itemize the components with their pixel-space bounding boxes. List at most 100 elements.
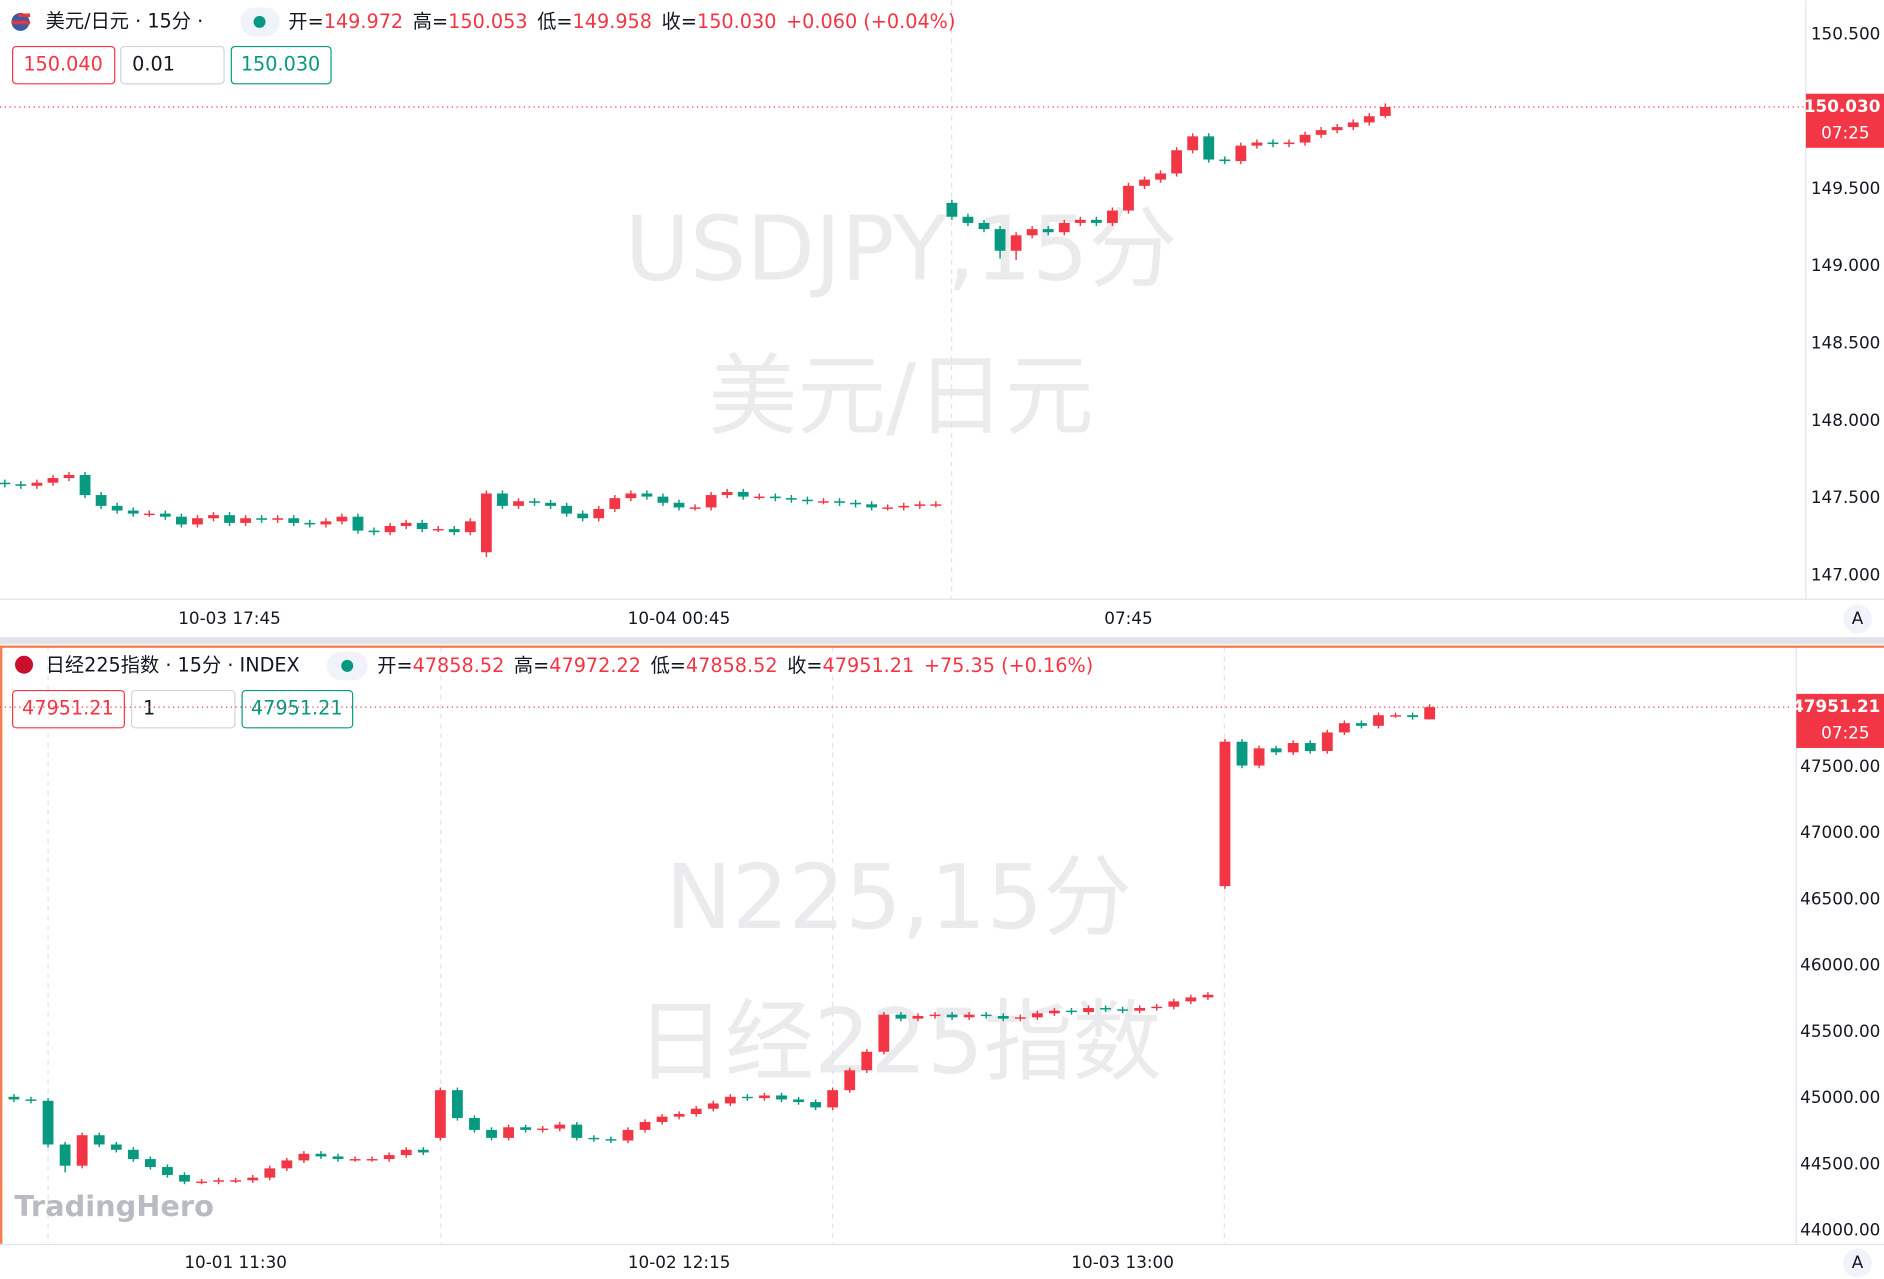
candle-body [497, 493, 508, 506]
visibility-dot [341, 659, 354, 672]
candle-body [1424, 707, 1436, 720]
ohlc-value: 47951.21 [823, 653, 915, 676]
candle-body [759, 1095, 770, 1099]
watermark: N225,15分 [665, 845, 1132, 949]
candle-body [577, 513, 589, 519]
order-button[interactable] [241, 689, 354, 729]
candle-body [1347, 122, 1359, 128]
order-button[interactable] [230, 45, 332, 85]
candle-body [785, 498, 797, 500]
y-tick-label: 46500.00 [1800, 888, 1880, 908]
candle-body [384, 525, 396, 533]
candle-body [912, 1015, 924, 1019]
candle-body [529, 501, 540, 503]
candle-body [1107, 210, 1118, 223]
candle-body [15, 484, 27, 486]
candle-body [320, 521, 332, 525]
order-button[interactable] [120, 45, 225, 85]
candle-body [1304, 743, 1316, 751]
candle-body [63, 474, 75, 479]
candle-body [416, 522, 428, 530]
candle-body [1235, 145, 1247, 162]
candle-body [753, 496, 765, 499]
candle-body [802, 499, 813, 502]
x-tick-label: 10-02 12:15 [628, 1252, 731, 1272]
candle-body [0, 482, 11, 485]
candle-body [47, 478, 59, 483]
candle-body [818, 501, 829, 503]
candle-body [503, 1127, 514, 1138]
flag-stripe [18, 13, 31, 18]
autoscale-label: A [1852, 608, 1864, 628]
y-tick-label: 147.000 [1811, 564, 1881, 584]
candle-body [1219, 741, 1231, 887]
candle-body [240, 518, 251, 523]
ohlc-value: 47858.52 [413, 653, 505, 676]
candle-body [349, 1159, 361, 1161]
candle-body [705, 495, 717, 508]
candle-body [962, 216, 974, 223]
candle-body [1253, 748, 1265, 766]
y-tick-label: 45500.00 [1800, 1021, 1880, 1041]
candle-body [1283, 142, 1295, 145]
candle-body [1074, 219, 1086, 223]
candle-body [281, 1160, 293, 1169]
y-tick-label: 148.000 [1811, 410, 1881, 430]
candle-body [208, 515, 219, 519]
candle-body [571, 1124, 583, 1138]
order-button[interactable] [130, 689, 236, 729]
candle-body [605, 1139, 617, 1141]
autoscale-button[interactable] [1843, 1248, 1872, 1278]
candle-body [609, 498, 621, 509]
candle-body [1373, 715, 1384, 726]
candle-body [622, 1129, 634, 1141]
candle-body [769, 496, 781, 499]
price-tag-text: 47951.21 [1792, 696, 1880, 716]
candle-body [1151, 1006, 1163, 1009]
candle-body [1100, 1008, 1111, 1010]
candle-body [432, 529, 444, 531]
order-button-text: 150.040 [23, 53, 102, 76]
candle-body [895, 1014, 907, 1019]
candle-body [111, 505, 123, 511]
candle-body [793, 1099, 804, 1103]
candle-body [336, 516, 348, 522]
order-button[interactable] [12, 45, 116, 85]
candle-body [486, 1129, 497, 1138]
candle-body [673, 502, 685, 508]
candle-body [997, 1015, 1009, 1019]
candle-body [690, 1108, 702, 1115]
order-button[interactable] [12, 689, 125, 729]
ohlc-label: 低= [537, 9, 572, 32]
ohlc-value: 47858.52 [686, 653, 778, 676]
symbol-name: 日经225指数 · 15分 · INDEX [46, 653, 300, 676]
y-tick-label: 44500.00 [1800, 1153, 1880, 1173]
visibility-dot [253, 15, 266, 28]
candle-body [127, 510, 139, 514]
candle-body [737, 491, 749, 497]
candle-body [417, 1149, 429, 1153]
x-tick-label: 10-04 00:45 [628, 608, 731, 628]
candle-body [1379, 106, 1391, 116]
candle-body [1187, 136, 1199, 151]
candle-body [79, 474, 91, 496]
candle-body [1202, 994, 1214, 998]
candle-body [980, 1014, 992, 1017]
price-tag-text: 150.030 [1804, 96, 1881, 116]
candle-body [110, 1144, 122, 1150]
order-button-text: 150.030 [241, 53, 320, 76]
autoscale-button[interactable] [1843, 604, 1872, 634]
candle-body [1321, 732, 1333, 751]
candle-body [588, 1137, 600, 1140]
x-tick-label: 10-03 13:00 [1071, 1252, 1174, 1272]
candle-body [978, 222, 990, 230]
candle-body [383, 1155, 395, 1160]
candle-body [1203, 136, 1215, 160]
candle-body [561, 505, 573, 514]
candle-body [639, 1121, 651, 1130]
ohlc-label: 开= [288, 9, 323, 32]
candle-body [776, 1095, 787, 1100]
y-tick-label: 47500.00 [1800, 756, 1880, 776]
